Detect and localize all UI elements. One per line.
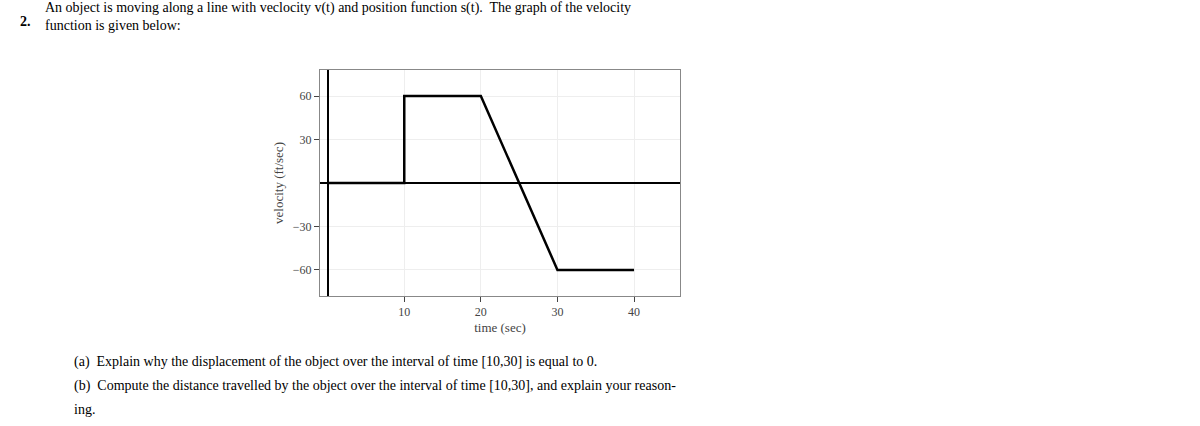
svg-text:velocity (ft/sec): velocity (ft/sec): [271, 142, 286, 224]
svg-text:−30: −30: [293, 220, 312, 234]
svg-text:ing.: ing.: [74, 402, 95, 417]
svg-text:30: 30: [551, 305, 563, 319]
svg-text:10: 10: [398, 305, 410, 319]
svg-text:2.: 2.: [20, 14, 31, 29]
svg-text:40: 40: [628, 305, 640, 319]
svg-text:30: 30: [300, 133, 312, 147]
svg-text:(b) Compute the distance trav: (b) Compute the distance travelled by th…: [74, 378, 676, 394]
svg-text:time (sec): time (sec): [474, 320, 526, 335]
svg-text:−60: −60: [293, 263, 312, 277]
svg-text:An object is moving along a li: An object is moving along a line with ve…: [45, 0, 631, 33]
svg-text:(a) Explain why the displacem: (a) Explain why the displacement of the …: [74, 354, 597, 370]
svg-text:60: 60: [300, 89, 312, 103]
svg-text:20: 20: [475, 305, 487, 319]
